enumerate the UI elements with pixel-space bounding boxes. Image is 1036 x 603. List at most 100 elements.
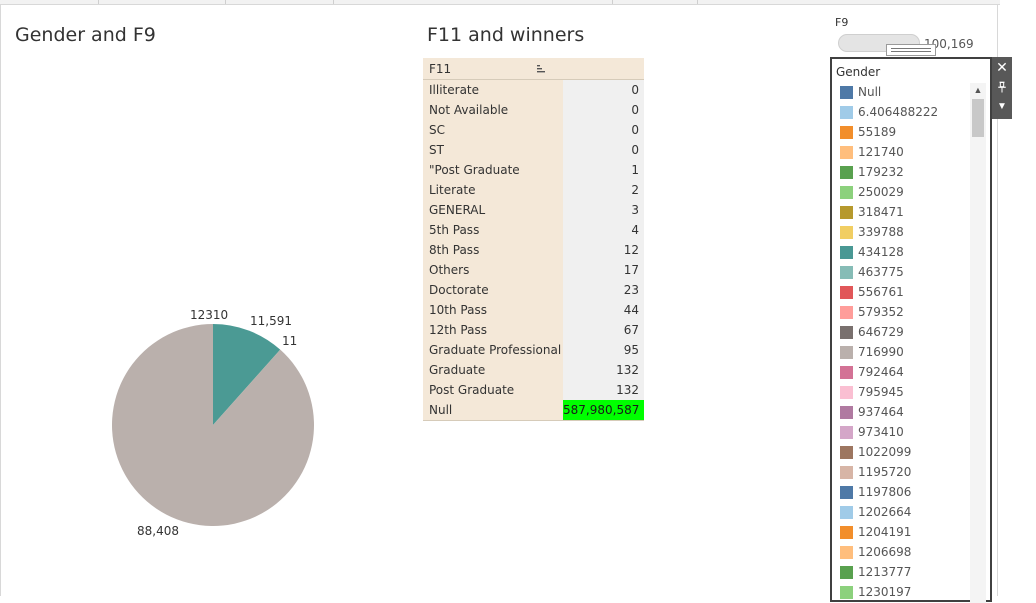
legend-floating-toolbar: ✕ ▼ — [992, 57, 1012, 119]
pie-slice[interactable] — [213, 349, 281, 425]
legend-swatch — [840, 106, 853, 119]
table-row[interactable]: Null 587,980,587 — [423, 400, 644, 420]
legend-swatch — [840, 286, 853, 299]
legend-item[interactable]: 250029 — [838, 183, 968, 203]
table-row-label: Graduate — [423, 360, 563, 380]
legend-item-label: 646729 — [858, 325, 904, 339]
legend-item-label: 179232 — [858, 165, 904, 179]
pie-slice[interactable] — [213, 324, 281, 425]
legend-item[interactable]: 121740 — [838, 143, 968, 163]
legend-item[interactable]: 339788 — [838, 223, 968, 243]
legend-item-label: 1204191 — [858, 525, 912, 539]
legend-item-label: 937464 — [858, 405, 904, 419]
legend-item-label: 973410 — [858, 425, 904, 439]
table-row[interactable]: 12th Pass 67 — [423, 320, 644, 340]
table-row-label: Illiterate — [423, 80, 563, 100]
legend-item[interactable]: 1195720 — [838, 463, 968, 483]
table-row[interactable]: 8th Pass 12 — [423, 240, 644, 260]
table-row[interactable]: Illiterate 0 — [423, 80, 644, 100]
legend-item[interactable]: Null — [838, 83, 968, 103]
legend-item[interactable]: 1230197 — [838, 583, 968, 603]
canvas-border — [0, 4, 1, 596]
legend-item[interactable]: 556761 — [838, 283, 968, 303]
table-row[interactable]: ST 0 — [423, 140, 644, 160]
table-row-value: 44 — [563, 300, 644, 320]
sheet-title-gender-f9: Gender and F9 — [15, 24, 156, 46]
table-row[interactable]: Post Graduate 132 — [423, 380, 644, 400]
f11-winners-table: F11 Illiterate 0 Not Available 0 SC 0 ST 0 "Post… — [423, 58, 644, 421]
table-row[interactable]: 10th Pass 44 — [423, 300, 644, 320]
legend-item[interactable]: 434128 — [838, 243, 968, 263]
table-row-label: 8th Pass — [423, 240, 563, 260]
table-row[interactable]: Literate 2 — [423, 180, 644, 200]
pie-slice[interactable] — [112, 324, 314, 526]
legend-item-label: 1206698 — [858, 545, 912, 559]
legend-item[interactable]: 795945 — [838, 383, 968, 403]
table-row[interactable]: SC 0 — [423, 120, 644, 140]
table-row-value: 132 — [563, 380, 644, 400]
legend-swatch — [840, 506, 853, 519]
dashboard-top-strip — [0, 0, 1000, 5]
legend-item-label: Null — [858, 85, 882, 99]
canvas-border — [997, 4, 998, 596]
legend-item[interactable]: 716990 — [838, 343, 968, 363]
scroll-up-icon[interactable]: ▲ — [973, 85, 983, 95]
legend-swatch — [840, 126, 853, 139]
legend-item[interactable]: 937464 — [838, 403, 968, 423]
table-row[interactable]: "Post Graduate 1 — [423, 160, 644, 180]
table-row-value: 12 — [563, 240, 644, 260]
table-row-value: 0 — [563, 120, 644, 140]
scroll-thumb[interactable] — [972, 99, 984, 137]
table-row-value: 2 — [563, 180, 644, 200]
legend-item[interactable]: 792464 — [838, 363, 968, 383]
legend-swatch — [840, 146, 853, 159]
legend-item[interactable]: 1022099 — [838, 443, 968, 463]
legend-item[interactable]: 579352 — [838, 303, 968, 323]
close-icon[interactable]: ✕ — [996, 59, 1008, 75]
table-row-label: Doctorate — [423, 280, 563, 300]
legend-item[interactable]: 1202664 — [838, 503, 968, 523]
table-row[interactable]: Graduate Professional 95 — [423, 340, 644, 360]
legend-item[interactable]: 1206698 — [838, 543, 968, 563]
legend-item[interactable]: 973410 — [838, 423, 968, 443]
table-row[interactable]: GENERAL 3 — [423, 200, 644, 220]
legend-swatch — [840, 586, 853, 599]
table-row[interactable]: 5th Pass 4 — [423, 220, 644, 240]
legend-item[interactable]: 179232 — [838, 163, 968, 183]
table-row-value: 587,980,587 — [563, 400, 644, 420]
table-row[interactable]: Doctorate 23 — [423, 280, 644, 300]
legend-item[interactable]: 6.406488222 — [838, 103, 968, 123]
table-row-value: 0 — [563, 80, 644, 100]
legend-item[interactable]: 646729 — [838, 323, 968, 343]
legend-item[interactable]: 1204191 — [838, 523, 968, 543]
legend-item-label: 579352 — [858, 305, 904, 319]
drag-handle[interactable] — [886, 44, 936, 56]
pin-icon[interactable] — [992, 77, 1012, 97]
dropdown-arrow-icon[interactable]: ▼ — [997, 101, 1007, 112]
legend-item[interactable]: 318471 — [838, 203, 968, 223]
sort-icon[interactable] — [537, 64, 547, 74]
gender-pie-chart[interactable]: 12310 11,591 11 88,408 — [0, 290, 420, 550]
table-row-value: 0 — [563, 140, 644, 160]
table-row-value: 4 — [563, 220, 644, 240]
legend-swatch — [840, 526, 853, 539]
table-row-value: 0 — [563, 100, 644, 120]
legend-item[interactable]: 463775 — [838, 263, 968, 283]
table-row-label: 5th Pass — [423, 220, 563, 240]
legend-scrollbar[interactable]: ▲ — [970, 83, 986, 603]
table-row-label: Not Available — [423, 100, 563, 120]
legend-swatch — [840, 266, 853, 279]
legend-swatch — [840, 246, 853, 259]
legend-item[interactable]: 55189 — [838, 123, 968, 143]
table-row[interactable]: Others 17 — [423, 260, 644, 280]
legend-swatch — [840, 226, 853, 239]
table-header[interactable]: F11 — [423, 58, 644, 80]
table-row[interactable]: Graduate 132 — [423, 360, 644, 380]
legend-item-label: 121740 — [858, 145, 904, 159]
legend-item-label: 6.406488222 — [858, 105, 939, 119]
table-row-label: Post Graduate — [423, 380, 563, 400]
legend-swatch — [840, 386, 853, 399]
table-row[interactable]: Not Available 0 — [423, 100, 644, 120]
legend-item[interactable]: 1197806 — [838, 483, 968, 503]
legend-item[interactable]: 1213777 — [838, 563, 968, 583]
